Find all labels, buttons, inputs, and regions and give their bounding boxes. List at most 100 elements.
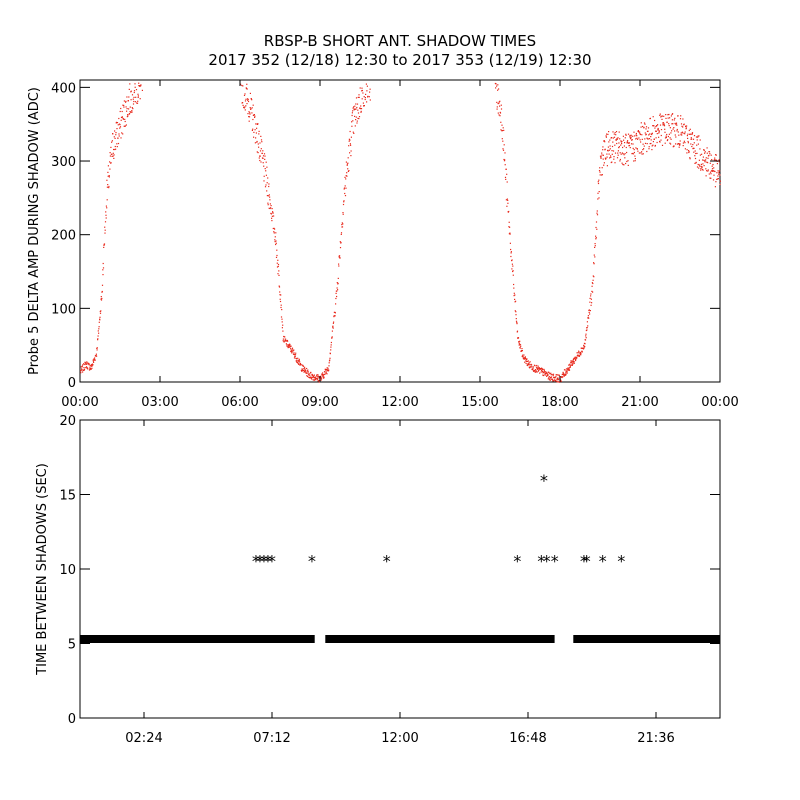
- amp-point: [593, 276, 595, 278]
- amp-point: [338, 256, 340, 258]
- amp-point: [668, 113, 670, 116]
- amp-point: [267, 202, 269, 204]
- amp-point: [668, 123, 670, 125]
- amp-point: [709, 171, 712, 173]
- amp-point: [665, 114, 667, 116]
- amp-point: [506, 205, 508, 207]
- amp-point: [518, 344, 520, 346]
- amp-point: [340, 233, 342, 235]
- amp-point: [90, 364, 92, 367]
- amp-point: [551, 378, 554, 380]
- amp-point: [579, 355, 581, 357]
- amp-point: [601, 154, 603, 156]
- amp-point: [245, 98, 247, 100]
- amp-point: [523, 354, 525, 356]
- amp-point: [565, 374, 567, 376]
- amp-point: [681, 134, 683, 136]
- amp-point: [121, 132, 123, 134]
- amp-point: [583, 345, 585, 347]
- amp-point: [579, 351, 581, 353]
- amp-point: [330, 344, 332, 346]
- amp-point: [570, 362, 572, 364]
- amp-point: [626, 142, 628, 144]
- amp-point: [358, 96, 360, 98]
- amp-point: [580, 347, 583, 349]
- amp-point: [548, 376, 550, 378]
- amp-point: [686, 135, 688, 137]
- amp-point: [505, 178, 507, 180]
- amp-point: [506, 181, 508, 183]
- amp-point: [282, 324, 284, 326]
- amp-point: [262, 155, 265, 157]
- amp-point: [565, 371, 567, 373]
- amp-point: [296, 359, 298, 361]
- amp-point: [278, 285, 280, 287]
- amp-point: [137, 95, 139, 97]
- amp-point: [620, 144, 622, 146]
- amp-point: [654, 127, 656, 129]
- amp-point: [705, 157, 707, 159]
- amp-point: [255, 137, 257, 139]
- amp-point: [524, 356, 526, 358]
- amp-point: [577, 352, 579, 354]
- amp-point: [244, 100, 247, 102]
- amp-point: [692, 147, 694, 149]
- amp-point: [101, 290, 103, 293]
- amp-point: [698, 167, 700, 169]
- amp-point: [704, 160, 706, 162]
- amp-point: [326, 367, 328, 369]
- amp-point: [708, 173, 710, 175]
- amp-point: [500, 108, 503, 110]
- amp-point: [515, 318, 517, 320]
- amp-point: [659, 124, 662, 126]
- amp-point: [100, 310, 102, 312]
- amp-point: [334, 312, 336, 314]
- amp-point: [332, 326, 334, 328]
- amp-point: [242, 85, 244, 87]
- amp-point: [648, 138, 651, 140]
- amp-point: [596, 214, 599, 216]
- amp-point: [651, 145, 653, 147]
- amp-point: [120, 107, 122, 110]
- amp-point: [93, 361, 95, 363]
- amp-point: [253, 114, 255, 116]
- amp-point: [606, 153, 608, 155]
- amp-point: [316, 374, 318, 376]
- amp-point: [502, 127, 504, 129]
- amp-point: [673, 119, 675, 121]
- amp-point: [316, 377, 318, 379]
- amp-point: [568, 368, 570, 370]
- amp-point: [615, 134, 617, 136]
- amp-point: [284, 336, 286, 338]
- amp-point: [256, 141, 258, 143]
- amp-point: [688, 151, 690, 154]
- amp-point: [268, 207, 270, 209]
- amp-point: [697, 163, 699, 166]
- amp-point: [655, 130, 657, 132]
- amp-point: [139, 98, 141, 100]
- amp-point: [556, 381, 558, 383]
- amp-point: [113, 157, 115, 159]
- amp-point: [337, 277, 339, 279]
- amp-point: [680, 132, 682, 134]
- amp-point: [276, 262, 278, 264]
- amp-point: [635, 147, 637, 149]
- amp-point: [92, 359, 94, 361]
- amp-point: [583, 344, 585, 346]
- amp-point: [352, 110, 354, 112]
- amp-point: [127, 114, 129, 116]
- amp-point: [285, 338, 287, 340]
- amp-point: [249, 92, 251, 94]
- amp-point: [120, 137, 122, 139]
- amp-point: [344, 185, 346, 187]
- amp-point: [83, 367, 85, 369]
- amp-point: [305, 371, 307, 373]
- amp-point: [290, 349, 292, 351]
- amp-point: [557, 381, 559, 383]
- amp-point: [358, 116, 361, 118]
- amp-point: [612, 137, 614, 139]
- amp-point: [586, 321, 588, 323]
- amp-point: [289, 343, 291, 345]
- amp-point: [606, 133, 608, 135]
- amp-point: [642, 125, 644, 128]
